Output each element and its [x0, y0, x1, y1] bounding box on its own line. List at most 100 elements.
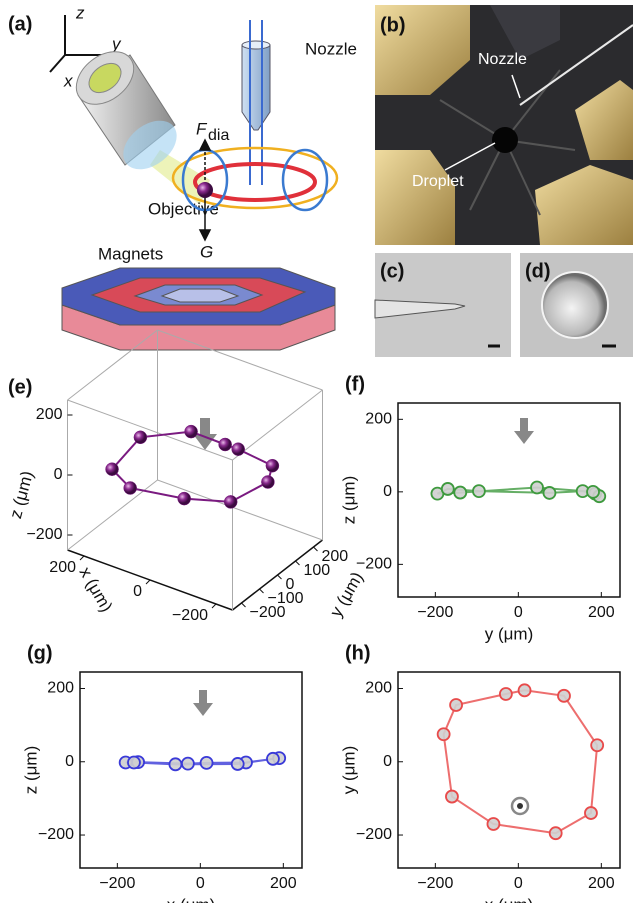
data-point	[500, 688, 512, 700]
data-point	[224, 495, 237, 508]
droplet	[197, 182, 213, 198]
panel-label: (h)	[345, 642, 371, 664]
axis-glyph-label: x	[63, 71, 73, 90]
x-tick-label: −200	[417, 604, 453, 621]
z-tick-label: 0	[54, 466, 63, 483]
y-tick	[242, 603, 246, 607]
photo-droplet-label: Droplet	[412, 173, 464, 190]
y-axis-label: z (μm)	[21, 746, 40, 795]
data-point	[185, 425, 198, 438]
data-point	[591, 739, 603, 751]
z-tick-label: 200	[36, 406, 63, 423]
data-point	[232, 758, 244, 770]
force-subscript: dia	[208, 127, 229, 144]
plot-frame	[398, 403, 620, 597]
y-tick-label: 200	[47, 680, 74, 697]
box-edge	[158, 480, 323, 540]
magnets	[62, 268, 335, 350]
data-point	[267, 753, 279, 765]
x-axis-label: x (μm)	[167, 895, 216, 903]
axis-glyph-label: y	[111, 34, 122, 53]
panel-label: (a)	[8, 13, 32, 35]
x-tick-label: −200	[172, 607, 208, 624]
x-tick-label: −200	[417, 875, 453, 892]
panel-label: (g)	[27, 642, 53, 664]
x-axis-label: x (μm)	[76, 564, 117, 616]
data-point	[473, 485, 485, 497]
data-point	[219, 438, 232, 451]
axis-glyph-label: z	[75, 3, 85, 22]
y-tick-label: −200	[356, 556, 392, 573]
y-tick-label: 200	[365, 411, 392, 428]
x-tick-label: 200	[270, 875, 297, 892]
data-point	[128, 756, 140, 768]
x-tick-label: 200	[588, 604, 615, 621]
x-tick-label: −200	[99, 875, 135, 892]
data-point	[450, 699, 462, 711]
data-point	[169, 758, 181, 770]
y-tick-label: −200	[250, 604, 286, 621]
data-point	[454, 487, 466, 499]
nozzle	[242, 20, 270, 185]
z-tick-label: −200	[26, 526, 62, 543]
data-point	[266, 459, 279, 472]
y-tick-label: 0	[65, 753, 74, 770]
x-tick-label: 200	[588, 875, 615, 892]
y-tick-label: −200	[356, 826, 392, 843]
y-axis-label: y (μm)	[326, 569, 367, 621]
data-point	[182, 758, 194, 770]
y-tick-label: 100	[304, 562, 331, 579]
data-point	[442, 483, 454, 495]
x-tick	[80, 556, 84, 560]
field-lines	[173, 148, 337, 210]
x-tick-label: 0	[196, 875, 205, 892]
panel-label: (b)	[380, 14, 406, 36]
data-point	[201, 757, 213, 769]
force-label: F	[196, 119, 208, 138]
box-edge	[233, 390, 323, 460]
y-tick-label: 0	[383, 483, 392, 500]
data-point	[446, 791, 458, 803]
data-point	[558, 690, 570, 702]
data-point	[438, 728, 450, 740]
data-point	[519, 684, 531, 696]
x-tick	[212, 604, 216, 608]
data-point	[124, 482, 137, 495]
x-axis-label: y (μm)	[485, 624, 534, 643]
y-axis-label: z (μm)	[339, 476, 358, 525]
y-tick-label: 0	[383, 753, 392, 770]
y-tick	[296, 561, 300, 565]
x-tick	[146, 580, 150, 584]
data-point	[587, 486, 599, 498]
magnets-label: Magnets	[98, 244, 163, 263]
panel-label: (e)	[8, 376, 32, 398]
y-tick-label: 200	[365, 680, 392, 697]
data-point	[178, 492, 191, 505]
y-tick	[260, 589, 264, 593]
x-tick-label: 0	[133, 583, 142, 600]
panel-label: (c)	[380, 260, 404, 282]
data-point	[261, 476, 274, 489]
y-tick	[278, 575, 282, 579]
data-point	[585, 807, 597, 819]
figure: (a) z y x Objective Nozzle F dia G Magne…	[0, 0, 638, 903]
x-tick-label: 0	[514, 604, 523, 621]
data-point	[550, 827, 562, 839]
gravity-label: G	[200, 242, 213, 261]
x-tick-label: 200	[49, 559, 76, 576]
photo-nozzle-label: Nozzle	[478, 51, 527, 68]
droplet-image	[542, 272, 608, 338]
y-tick	[314, 547, 318, 551]
data-point	[106, 463, 119, 476]
plot-frame	[398, 672, 620, 868]
x-tick-label: 0	[514, 875, 523, 892]
z-axis-label: z (μm)	[6, 469, 37, 521]
panel-label: (f)	[345, 373, 365, 395]
page: (a) z y x Objective Nozzle F dia G Magne…	[0, 0, 638, 903]
data-point	[232, 443, 245, 456]
x-axis-label: x (μm)	[485, 895, 534, 903]
series-line	[444, 690, 598, 833]
data-point	[531, 481, 543, 493]
y-axis-label: y (μm)	[339, 746, 358, 795]
nozzle-label: Nozzle	[305, 39, 357, 58]
